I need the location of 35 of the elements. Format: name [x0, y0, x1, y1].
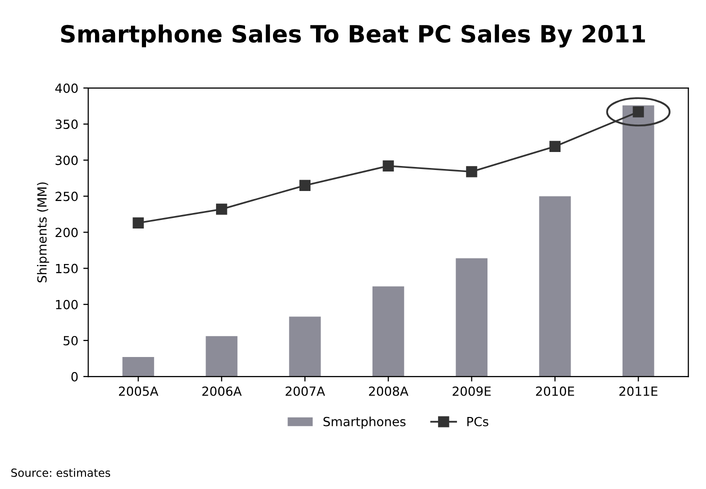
point [132, 217, 144, 228]
x-tick-label: 2011E [619, 386, 658, 396]
y-axis-title: Shipments (MM) [37, 182, 50, 282]
point [216, 204, 228, 215]
bar [622, 105, 654, 377]
x-tick-label: 2005A [118, 386, 158, 396]
x-tick-label: 2006A [202, 386, 242, 396]
y-tick-label: 400 [55, 83, 78, 93]
point [466, 166, 478, 178]
point [299, 180, 311, 191]
y-tick-label: 100 [56, 300, 78, 310]
bar [456, 258, 488, 377]
y-tick-label: 200 [56, 228, 78, 238]
y-tick-label: 150 [56, 264, 78, 274]
point [382, 160, 394, 172]
y-tick-label: 350 [56, 120, 78, 130]
bar [539, 196, 571, 377]
bar [289, 316, 321, 377]
x-tick-label: 2008A [369, 386, 408, 396]
x-tick-label: 2007A [286, 386, 326, 396]
x-tick-label: 2009E [452, 386, 491, 396]
bar [372, 286, 404, 377]
y-tick-label: 50 [64, 336, 78, 346]
y-tick-label: 300 [56, 156, 78, 166]
legend-label: Smartphones [324, 416, 406, 429]
legend-label: PCs [467, 416, 488, 426]
point [549, 140, 561, 152]
bar [206, 336, 238, 377]
x-tick-label: 2010E [536, 386, 574, 396]
y-tick-label: 250 [56, 192, 78, 202]
chart-title: Smartphone Sales To Beat PC Sales By 2011 [61, 24, 645, 48]
y-tick-label: 0 [71, 372, 78, 382]
bar [122, 357, 154, 377]
point [632, 106, 644, 118]
source-note: Source: estimates [11, 468, 110, 477]
